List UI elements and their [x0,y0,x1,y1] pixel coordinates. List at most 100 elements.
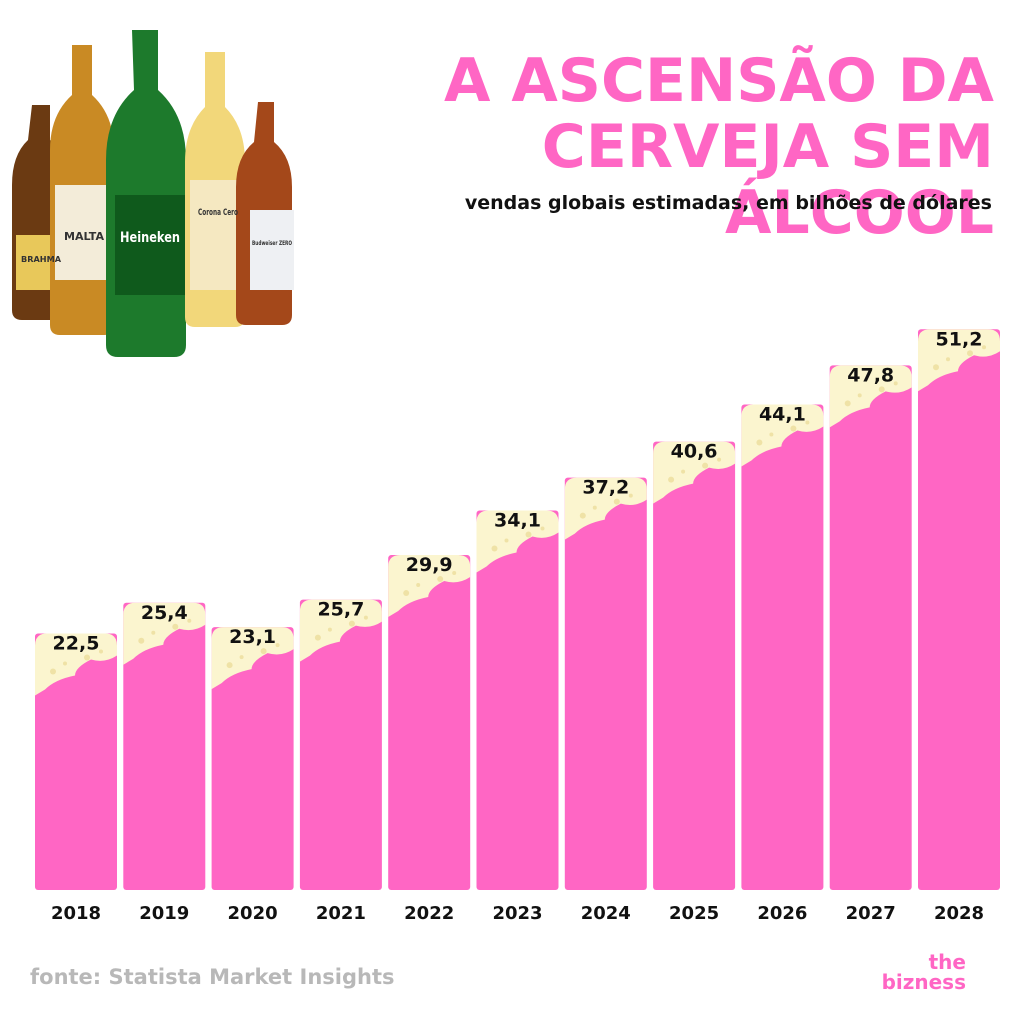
foam-bubble [452,571,457,576]
foam [476,510,559,573]
foam [829,365,912,428]
foam-bubble [187,618,192,623]
bottle-label: BRAHMA [21,255,62,264]
foam-bubble [84,654,90,661]
foam-bubble [668,476,675,483]
foam-bubble [138,637,145,644]
foam [918,329,1000,392]
foam-bubble [681,469,686,474]
logo: the bizness [882,952,966,992]
foam-bubble [226,662,233,669]
foam-bubble [504,538,509,543]
logo-text: bizness [881,970,966,994]
foam-bubble [275,643,280,648]
foam-bubble [967,350,973,357]
foam-bubble [151,630,156,635]
foam [388,555,471,618]
x-tick-label: 2018 [51,903,101,924]
bar [299,599,382,890]
value-label: 22,5 [53,633,100,655]
foam-bubble [416,583,421,588]
foam [35,633,117,696]
value-label: 37,2 [582,477,629,499]
bar [653,441,736,890]
foam-bubble [592,505,597,510]
foam-bubble [805,420,810,425]
foam-bubble [239,655,244,660]
foam-bubble [314,634,321,641]
foam-bubble [857,393,862,398]
foam-bubble [540,526,545,531]
foam-bubble [327,627,332,632]
bottle-label: Budweiser ZERO [252,240,292,247]
foam-bubble [491,545,498,552]
value-label: 25,7 [317,599,364,621]
value-label: 44,1 [759,404,806,426]
foam-bubble [893,381,898,386]
foam-bubble [172,623,179,630]
x-tick-label: 2027 [846,903,896,924]
foam-bubble [982,345,986,350]
value-label: 51,2 [936,328,983,350]
x-tick-label: 2028 [934,903,984,924]
foam-bubble [756,439,763,446]
x-tick-label: 2019 [139,903,189,924]
bar [741,404,824,890]
x-tick-label: 2021 [316,903,366,924]
x-tick-label: 2023 [492,903,542,924]
foam-bubble [63,661,67,666]
foam-bubble [702,462,709,469]
foam-bubble [790,425,797,432]
value-label: 40,6 [671,441,718,463]
foam [653,441,736,504]
bar [918,329,1000,890]
bar [123,602,206,890]
x-tick-label: 2022 [404,903,454,924]
value-label: 25,4 [141,602,188,624]
value-label: 34,1 [494,510,541,532]
foam-bubble [628,493,633,498]
source-note: fonte: Statista Market Insights [30,965,395,989]
bar [211,627,294,890]
value-label: 23,1 [229,626,276,648]
foam-bubble [946,357,950,362]
foam-bubble [348,620,355,627]
bottle-label: Corona Cero [198,208,238,218]
foam-bubble [717,457,722,462]
foam-bubble [878,386,885,393]
foam [299,599,382,662]
value-label: 29,9 [406,554,453,576]
x-tick-label: 2025 [669,903,719,924]
foam-bubble [933,364,939,371]
x-tick-label: 2026 [757,903,807,924]
chart-subtitle: vendas globais estimadas, em bilhões de … [464,192,992,214]
foam-bubble [579,512,586,519]
foam-bubble [769,432,774,437]
bar [829,365,912,890]
x-tick-label: 2020 [228,903,278,924]
foam-bubble [50,668,56,675]
foam-bubble [525,531,532,538]
foam-bubble [260,648,267,655]
foam-bubble [99,649,103,654]
foam-bubble [403,590,410,597]
bar [388,555,471,890]
bar [564,477,647,890]
logo-text: the [928,950,966,974]
x-tick-label: 2024 [581,903,631,924]
bar [35,633,117,890]
foam [564,477,647,540]
foam-bubble [437,576,444,583]
foam [741,404,824,467]
foam-bubble [363,615,368,620]
chart-title: A ASCENSÃO DA CERVEJA SEM ÁLCOOL [444,46,994,248]
value-label: 47,8 [847,364,894,386]
bar [476,510,559,890]
foam-bubble [844,400,851,407]
bottle-label: MALTA [64,230,104,243]
bottles [12,30,294,357]
foam-bubble [613,498,620,505]
foam [123,602,206,665]
